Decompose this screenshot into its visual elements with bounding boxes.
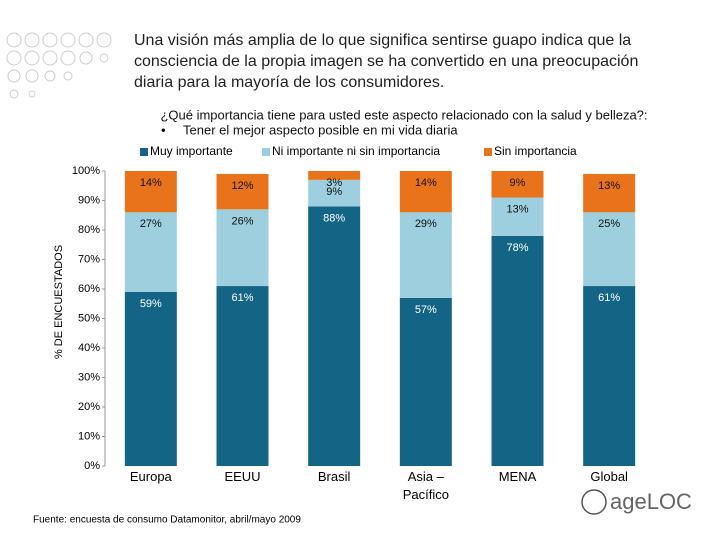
bar-segment	[216, 209, 269, 287]
value-label: 78%	[506, 242, 528, 254]
value-label: 9%	[510, 177, 526, 189]
value-label: 3%	[326, 177, 342, 189]
value-label: 25%	[598, 218, 620, 230]
value-label: 57%	[415, 304, 437, 316]
y-tick-label: 0%	[84, 460, 100, 472]
headline: Una visión más amplia de lo que signific…	[134, 30, 638, 93]
logo-mark	[581, 489, 607, 515]
bar-segment	[308, 179, 361, 207]
y-tick-label: 50%	[78, 312, 100, 324]
y-tick-label: 90%	[78, 194, 100, 206]
value-label: 61%	[231, 292, 253, 304]
x-tick-label: Europa	[129, 469, 172, 484]
value-label: 29%	[415, 218, 437, 230]
bar-segment	[124, 171, 177, 213]
legend-label: Muy importante	[150, 144, 233, 158]
legend-label: Sin importancia	[494, 144, 577, 158]
value-label: 14%	[415, 177, 437, 189]
bar-segment	[124, 212, 177, 292]
question: ¿Qué importancia tiene para usted este a…	[160, 107, 647, 122]
value-label: 12%	[231, 180, 253, 192]
y-tick-label: 20%	[78, 401, 100, 413]
source: Fuente: encuesta de consumo Datamonitor,…	[33, 515, 301, 526]
bar-segment	[491, 235, 544, 466]
bar-segment	[124, 291, 177, 466]
y-tick-label: 60%	[78, 283, 100, 295]
bar-segment	[491, 171, 544, 198]
x-tick-label: Global	[590, 469, 628, 484]
decor-dots	[6, 32, 112, 99]
bar-segment	[308, 206, 361, 466]
bar-segment	[583, 173, 636, 213]
bar-segment	[308, 171, 361, 180]
x-tick-label: EEUU	[224, 469, 261, 484]
value-label: 13%	[598, 180, 620, 192]
x-tick-label: Asia – Pacífico	[402, 469, 449, 502]
value-label: 9%	[326, 186, 342, 198]
value-label: 61%	[598, 292, 620, 304]
y-tick-label: 70%	[78, 253, 100, 265]
bar-segment	[491, 197, 544, 236]
bar-segment	[216, 173, 269, 210]
y-tick-label: 40%	[78, 342, 100, 354]
headline-line: Una visión más amplia de lo que signific…	[134, 32, 632, 49]
bar-segment	[399, 171, 452, 213]
bullet: •	[161, 122, 166, 137]
y-axis-label: % DE ENCUESTADOS	[53, 245, 65, 359]
legend-swatch	[484, 148, 492, 156]
value-label: 27%	[140, 218, 162, 230]
y-tick-label: 30%	[78, 371, 100, 383]
x-tick-label: Brasil	[317, 469, 351, 484]
value-label: 13%	[506, 203, 528, 215]
value-label: 59%	[140, 298, 162, 310]
headline-line: diaria para la mayoría de los consumidor…	[134, 74, 445, 91]
y-tick-label: 10%	[78, 430, 100, 442]
value-label: 14%	[140, 177, 162, 189]
headline-line: consciencia de la propia imagen se ha co…	[134, 53, 639, 70]
bar-segment	[399, 297, 452, 466]
y-tick-label: 100%	[72, 165, 100, 177]
legend-swatch	[140, 148, 148, 156]
bar-segment	[583, 286, 636, 466]
value-label: 88%	[323, 212, 345, 224]
bar-segment	[216, 286, 269, 466]
subtitle: Tener el mejor aspecto posible en mi vid…	[183, 122, 458, 137]
y-tick-label: 80%	[78, 224, 100, 236]
legend-label: Ni importante ni sin importancia	[272, 144, 440, 158]
bar-segment	[583, 212, 636, 287]
legend-swatch	[262, 148, 270, 156]
x-tick-label: MENA	[498, 469, 537, 484]
logo: ageLOC	[610, 489, 692, 514]
bar-segment	[399, 212, 452, 298]
value-label: 26%	[231, 215, 253, 227]
